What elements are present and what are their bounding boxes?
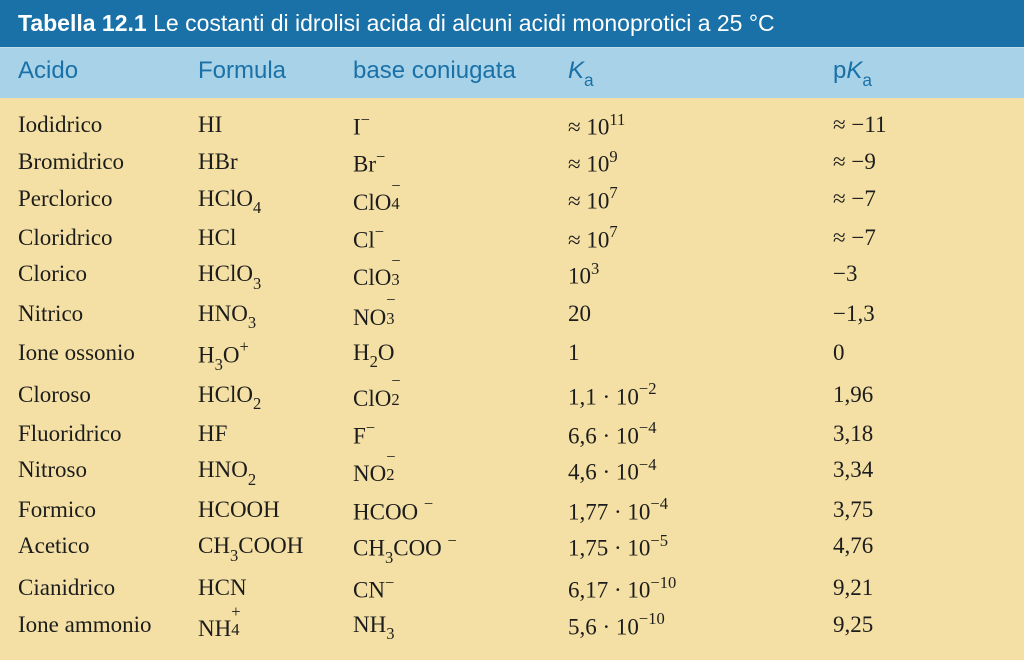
cell-ka: 5,6 · 10−10: [568, 613, 833, 641]
cell-formula: HClO2: [198, 383, 353, 411]
cell-formula: NH+4: [198, 613, 353, 641]
cell-conjbase: CH3COO −: [353, 534, 568, 565]
cell-conjbase: NO−3: [353, 302, 568, 330]
cell-formula: HCOOH: [198, 498, 353, 524]
col-header-pka: pKa: [833, 57, 1024, 89]
cell-conjbase: Cl−: [353, 226, 568, 252]
cell-acid: Bromidrico: [18, 150, 198, 176]
cell-ka: 4,6 · 10−4: [568, 458, 833, 486]
cell-ka: ≈ 107: [568, 226, 833, 252]
cell-conjbase: I−: [353, 113, 568, 139]
cell-conjbase: H2O: [353, 341, 568, 372]
cell-acid: Ione ammonio: [18, 613, 198, 641]
table-row: ClorosoHClO2ClO−21,1 · 10−21,96: [18, 377, 1024, 416]
cell-conjbase: F−: [353, 422, 568, 448]
table-row: CloricoHClO3ClO−3103−3: [18, 257, 1024, 296]
col-header-ka: Ka: [568, 57, 833, 89]
table-container: Tabella 12.1 Le costanti di idrolisi aci…: [0, 0, 1024, 613]
cell-ka: 20: [568, 302, 833, 330]
table-row: NitrosoHNO2NO−24,6 · 10−43,34: [18, 453, 1024, 492]
table-row: Ione ossonioH3O+H2O10: [18, 335, 1024, 377]
cell-pka: ≈ −9: [833, 150, 1024, 176]
cell-ka: ≈ 1011: [568, 113, 833, 139]
table-title-text-content: Le costanti di idrolisi acida di alcuni …: [153, 10, 775, 36]
cell-conjbase: Br−: [353, 150, 568, 176]
table-row: BromidricoHBrBr−≈ 109≈ −9: [18, 144, 1024, 181]
table-body: IodidricoHII−≈ 1011≈ −11BromidricoHBrBr−…: [0, 98, 1024, 660]
cell-pka: ≈ −11: [833, 113, 1024, 139]
cell-acid: Nitroso: [18, 458, 198, 486]
table-row: NitricoHNO3NO−320−1,3: [18, 296, 1024, 335]
cell-pka: ≈ −7: [833, 226, 1024, 252]
cell-ka: ≈ 107: [568, 187, 833, 215]
cell-acid: Acetico: [18, 534, 198, 565]
col-header-acid: Acido: [18, 57, 198, 89]
col-header-conjbase: base coniugata: [353, 57, 568, 89]
cell-pka: 3,18: [833, 422, 1024, 448]
col-header-formula: Formula: [198, 57, 353, 89]
cell-ka: 6,17 · 10−10: [568, 576, 833, 602]
cell-acid: Cianidrico: [18, 576, 198, 602]
cell-pka: −3: [833, 262, 1024, 290]
cell-pka: 3,75: [833, 498, 1024, 524]
cell-pka: 9,21: [833, 576, 1024, 602]
cell-ka: 1,77 · 10−4: [568, 498, 833, 524]
cell-pka: 0: [833, 341, 1024, 372]
cell-formula: HClO3: [198, 262, 353, 290]
cell-formula: HNO2: [198, 458, 353, 486]
cell-formula: HNO3: [198, 302, 353, 330]
cell-formula: HCl: [198, 226, 353, 252]
cell-acid: Cloridrico: [18, 226, 198, 252]
cell-pka: 9,25: [833, 613, 1024, 641]
cell-acid: Fluoridrico: [18, 422, 198, 448]
cell-acid: Clorico: [18, 262, 198, 290]
table-row: Ione ammonioNH+4NH35,6 · 10−109,25: [18, 607, 1024, 646]
cell-conjbase: NH3: [353, 613, 568, 641]
cell-formula: HBr: [198, 150, 353, 176]
cell-ka: 1,1 · 10−2: [568, 383, 833, 411]
table-row: FormicoHCOOHHCOO −1,77 · 10−43,75: [18, 492, 1024, 529]
cell-ka: ≈ 109: [568, 150, 833, 176]
cell-acid: Iodidrico: [18, 113, 198, 139]
cell-pka: ≈ −7: [833, 187, 1024, 215]
cell-conjbase: ClO−3: [353, 262, 568, 290]
cell-acid: Perclorico: [18, 187, 198, 215]
cell-pka: 3,34: [833, 458, 1024, 486]
cell-pka: 1,96: [833, 383, 1024, 411]
cell-formula: CH3COOH: [198, 534, 353, 565]
cell-acid: Ione ossonio: [18, 341, 198, 372]
table-row: CloridricoHClCl−≈ 107≈ −7: [18, 220, 1024, 257]
cell-conjbase: NO−2: [353, 458, 568, 486]
cell-formula: HI: [198, 113, 353, 139]
cell-pka: −1,3: [833, 302, 1024, 330]
table-row: AceticoCH3COOHCH3COO −1,75 · 10−54,76: [18, 529, 1024, 571]
cell-conjbase: CN−: [353, 576, 568, 602]
cell-formula: HF: [198, 422, 353, 448]
table-row: PercloricoHClO4ClO−4≈ 107≈ −7: [18, 181, 1024, 220]
cell-acid: Formico: [18, 498, 198, 524]
cell-ka: 1: [568, 341, 833, 372]
cell-formula: HClO4: [198, 187, 353, 215]
table-title-bar: Tabella 12.1 Le costanti di idrolisi aci…: [0, 0, 1024, 47]
cell-conjbase: ClO−2: [353, 383, 568, 411]
table-row: FluoridricoHFF−6,6 · 10−43,18: [18, 416, 1024, 453]
table-number: Tabella 12.1: [18, 10, 147, 36]
cell-ka: 1,75 · 10−5: [568, 534, 833, 565]
cell-ka: 6,6 · 10−4: [568, 422, 833, 448]
table-header-row: Acido Formula base coniugata Ka pKa: [0, 47, 1024, 98]
cell-acid: Cloroso: [18, 383, 198, 411]
cell-conjbase: ClO−4: [353, 187, 568, 215]
cell-pka: 4,76: [833, 534, 1024, 565]
table-row: CianidricoHCNCN−6,17 · 10−109,21: [18, 570, 1024, 607]
table-row: IodidricoHII−≈ 1011≈ −11: [18, 108, 1024, 145]
cell-conjbase: HCOO −: [353, 498, 568, 524]
cell-ka: 103: [568, 262, 833, 290]
cell-formula: H3O+: [198, 341, 353, 372]
cell-formula: HCN: [198, 576, 353, 602]
cell-acid: Nitrico: [18, 302, 198, 330]
